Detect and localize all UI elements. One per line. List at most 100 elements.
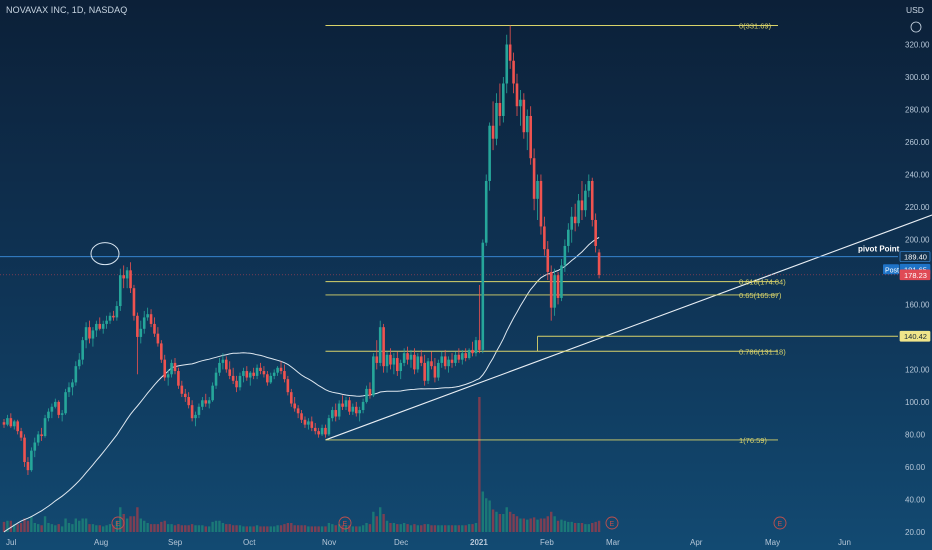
candle-body — [341, 403, 344, 407]
candle-body — [218, 362, 221, 373]
candle-body — [153, 323, 156, 334]
volume-bar — [119, 507, 122, 532]
volume-bar — [447, 525, 450, 532]
candle-body — [307, 421, 310, 425]
candle-body — [19, 431, 23, 438]
candle-body — [334, 410, 338, 417]
volume-bar — [231, 525, 235, 532]
candle-body — [170, 362, 173, 375]
candle-body — [47, 411, 50, 419]
volume-bar — [40, 525, 43, 532]
volume-bar — [228, 524, 231, 532]
candle-body — [580, 200, 584, 211]
volume-bar — [382, 514, 385, 532]
volume-bar — [112, 525, 115, 532]
candle-body — [317, 431, 320, 435]
candle-body — [399, 362, 403, 372]
candle-body — [9, 418, 13, 427]
price-badge — [899, 269, 931, 281]
volume-bar — [594, 521, 597, 532]
candle-body — [173, 362, 177, 372]
volume-bar — [88, 524, 91, 532]
volume-bar — [283, 524, 286, 532]
price-tick-label: 300.00 — [905, 73, 930, 82]
volume-bar — [149, 524, 153, 532]
volume-bar — [71, 524, 74, 532]
volume-bar — [385, 520, 389, 532]
candle-body — [40, 434, 43, 437]
volume-bar — [498, 514, 502, 532]
candle-body — [419, 356, 423, 363]
time-tick-label: Oct — [243, 538, 256, 547]
candle-body — [95, 323, 98, 331]
candle-body — [125, 270, 129, 279]
candle-body — [23, 437, 26, 463]
candle-body — [91, 330, 95, 339]
time-tick-label: Jun — [838, 538, 851, 547]
volume-bar — [78, 520, 81, 532]
price-tick-label: 200.00 — [905, 235, 930, 244]
volume-bar — [539, 518, 543, 532]
fib-level-label: 0.65(165.87) — [739, 291, 782, 300]
volume-bar — [6, 520, 9, 532]
candle-body — [108, 315, 112, 321]
fib-level-label: 1(76.59) — [739, 436, 767, 445]
candle-body — [594, 219, 597, 246]
candle-body — [146, 314, 149, 318]
candle-body — [573, 216, 577, 224]
price-badge-label: 189.40 — [904, 253, 927, 262]
volume-bar — [300, 525, 303, 532]
volume-bar — [591, 523, 594, 532]
candle-body — [300, 413, 303, 420]
volume-bar — [375, 516, 378, 532]
candle-body — [553, 275, 556, 308]
volume-bar — [60, 526, 64, 532]
volume-bar — [26, 520, 30, 532]
candle-body — [320, 427, 324, 435]
volume-bar — [108, 524, 112, 532]
volume-bar — [437, 525, 440, 532]
volume-bar — [252, 526, 255, 532]
volume-bar — [132, 516, 136, 532]
candle-body — [337, 403, 341, 417]
candle-body — [372, 356, 375, 396]
candle-body — [166, 374, 170, 378]
candle-body — [474, 340, 478, 354]
candle-body — [437, 362, 440, 378]
candle-body — [556, 275, 560, 298]
candle-body — [54, 401, 57, 407]
volume-bar — [563, 520, 567, 532]
volume-bar — [379, 507, 382, 532]
candle-body — [160, 343, 163, 360]
candle-body — [118, 275, 122, 307]
time-tick-label: Feb — [540, 538, 554, 547]
price-tick-label: 160.00 — [905, 300, 930, 309]
candle-body — [81, 340, 84, 360]
volume-bar — [334, 525, 337, 532]
volume-bar — [187, 525, 190, 532]
candle-body — [283, 371, 286, 380]
volume-bar — [584, 524, 587, 532]
volume-bar — [413, 524, 416, 532]
volume-bar — [361, 525, 365, 532]
volume-bar — [166, 524, 170, 532]
candle-body — [433, 366, 437, 378]
candle-body — [303, 419, 307, 425]
volume-bar — [101, 526, 105, 532]
candle-body — [296, 408, 300, 414]
volume-bar — [211, 521, 214, 532]
price-tick-label: 100.00 — [905, 398, 930, 407]
volume-bar — [84, 518, 88, 532]
volume-bar — [310, 526, 313, 532]
volume-bar — [91, 524, 95, 532]
candle-body — [269, 375, 273, 383]
volume-bar — [597, 520, 601, 532]
candle-body — [563, 245, 567, 266]
volume-bar — [556, 520, 560, 532]
volume-bar — [235, 525, 238, 532]
volume-bar — [197, 525, 201, 532]
candle-body — [238, 375, 242, 388]
candle-body — [136, 315, 139, 337]
volume-bar — [245, 526, 249, 532]
